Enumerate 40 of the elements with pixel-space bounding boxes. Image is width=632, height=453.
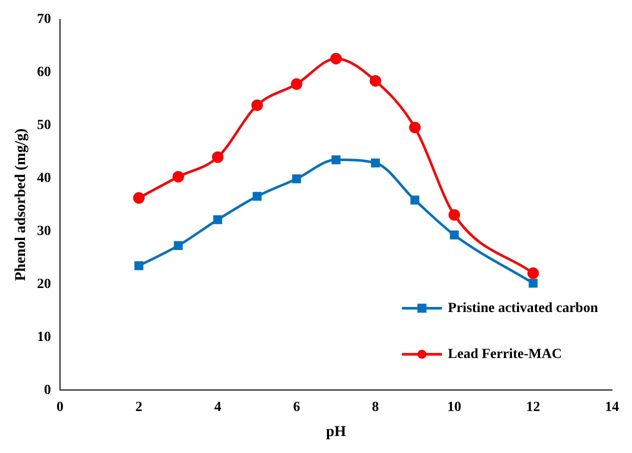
x-axis-title: pH	[326, 424, 346, 440]
y-tick-label: 10	[37, 330, 51, 345]
point	[133, 192, 145, 204]
point	[290, 78, 302, 90]
point	[370, 158, 380, 168]
x-tick-label: 10	[447, 400, 462, 416]
point	[134, 261, 144, 270]
y-axis-title: Phenol adsorbed (mg/g)	[12, 128, 29, 282]
y-tick-label: 40	[37, 170, 51, 186]
point	[212, 151, 224, 163]
point	[410, 196, 420, 204]
point	[172, 170, 184, 182]
y-tick-label: 30	[37, 224, 51, 239]
point	[450, 230, 459, 240]
y-tick-label: 20	[37, 276, 51, 292]
point	[252, 192, 262, 201]
y-tick-label: 0	[44, 382, 51, 398]
point	[330, 52, 342, 64]
x-tick-label: 4	[214, 400, 222, 416]
point	[409, 122, 421, 134]
x-tick-label: 12	[526, 400, 540, 416]
y-tick-label: 70	[37, 12, 51, 28]
x-tick-label: 8	[372, 400, 379, 416]
point	[292, 174, 302, 184]
legend-label: Lead Ferrite-MAC	[448, 346, 562, 362]
y-tick-label: 50	[37, 118, 51, 133]
point	[174, 241, 183, 250]
point	[528, 278, 538, 288]
point	[370, 75, 382, 87]
x-tick-label: 6	[293, 400, 300, 416]
point	[213, 215, 222, 224]
x-tick-label: 14	[605, 400, 619, 416]
x-tick-label: 0	[56, 400, 64, 416]
legend-label: Pristine activated carbon	[448, 300, 598, 316]
x-tick-label: 2	[135, 400, 142, 416]
point	[332, 155, 340, 164]
point	[448, 209, 460, 221]
point	[251, 99, 263, 111]
point	[527, 267, 539, 279]
y-tick-label: 60	[37, 64, 51, 80]
